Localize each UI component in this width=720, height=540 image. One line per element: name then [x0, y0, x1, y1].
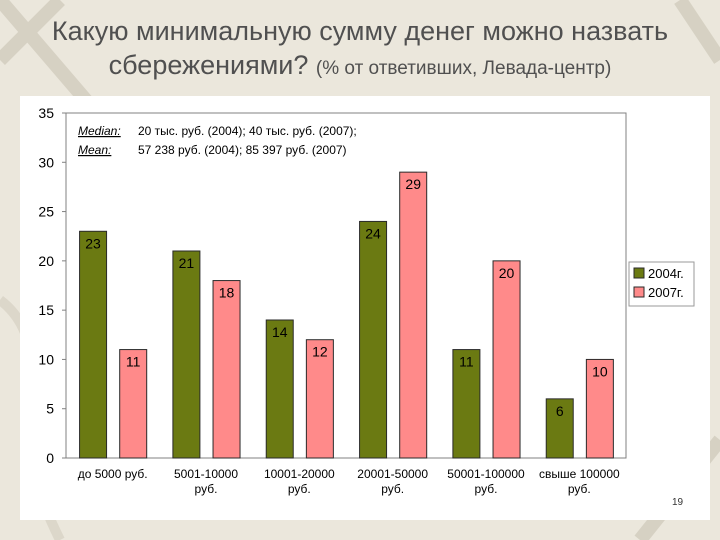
plot-area [65, 112, 627, 459]
x-tick-label: руб. [195, 482, 218, 496]
y-tick-label: 5 [46, 401, 54, 417]
bars-layer: 23 11 21 18 14 12 24 29 11 20 6 10 [79, 171, 614, 459]
data-label: 14 [272, 324, 288, 340]
x-tick-label: руб. [288, 482, 311, 496]
bar-2007г-1 [119, 349, 148, 459]
legend-swatch [633, 267, 645, 279]
data-label: 18 [219, 285, 235, 301]
title-question: сбережениями? [108, 50, 309, 80]
title-line-1: Какую минимальную сумму денег можно назв… [51, 16, 669, 46]
x-tick-label: руб. [381, 482, 404, 496]
x-tick-label: 20001-50000 [357, 467, 428, 481]
y-tick-label: 20 [38, 253, 54, 269]
data-label: 10 [592, 363, 608, 379]
annotation-box: Median: 20 тыс. руб. (2004); 40 тыс. руб… [78, 124, 357, 157]
data-label: 6 [556, 403, 564, 419]
x-tick-label: руб. [475, 482, 498, 496]
bar-2007г-3 [305, 339, 334, 459]
bar-2007г-2 [212, 280, 241, 459]
x-tick-label: до 5000 руб. [78, 467, 148, 481]
x-tick-label: 50001-100000 [447, 467, 525, 481]
x-tick-label: руб. [568, 482, 591, 496]
bar-2007г-6 [585, 358, 614, 459]
annotation-median-text: 20 тыс. руб. (2004); 40 тыс. руб. (2007)… [138, 124, 357, 138]
legend: 2004г. 2007г. [628, 261, 695, 307]
data-label: 12 [312, 344, 328, 360]
annotation-median-label: Median: [78, 124, 121, 138]
bar-2004г-3 [265, 319, 294, 459]
bar-2004г-4 [359, 220, 388, 459]
x-tick-label: 5001-10000 [174, 467, 238, 481]
annotation-mean-text: 57 238 руб. (2004); 85 397 руб. (2007) [138, 143, 347, 157]
bar-2007г-4 [399, 171, 428, 459]
y-tick-label: 35 [38, 105, 54, 121]
y-tick-label: 30 [38, 154, 54, 170]
data-label: 20 [499, 265, 515, 281]
y-tick-label: 15 [38, 302, 54, 318]
bar-2004г-1 [79, 230, 108, 459]
legend-label: 2004г. [648, 266, 684, 281]
data-label: 11 [126, 354, 141, 370]
data-label: 24 [365, 225, 381, 241]
y-axis: 0 5 10 15 20 25 30 35 [38, 105, 66, 466]
slide-title: Какую минимальную сумму денег можно назв… [0, 14, 720, 86]
title-line-2: сбережениями? (% от ответивших, Левада-ц… [0, 48, 720, 86]
bar-2004г-5 [452, 349, 481, 459]
y-tick-label: 0 [46, 450, 54, 466]
bar-2004г-2 [172, 250, 201, 459]
x-tick-label: свыше 100000 [539, 467, 620, 481]
data-label: 21 [179, 255, 195, 271]
slide-number: 19 [672, 497, 684, 508]
legend-label: 2007г. [648, 285, 684, 300]
bar-2004г-6 [545, 398, 574, 459]
title-source: (% от ответивших, Левада-центр) [315, 58, 612, 79]
y-tick-label: 10 [38, 351, 54, 367]
x-tick-label: 10001-20000 [264, 467, 335, 481]
x-axis: до 5000 руб. 5001-10000руб.10001-20000руб… [78, 467, 620, 496]
y-tick-label: 25 [38, 204, 54, 220]
annotation-mean-label: Mean: [78, 143, 111, 157]
data-label: 11 [459, 354, 474, 370]
bar-2007г-5 [492, 260, 521, 459]
data-label: 23 [85, 235, 101, 251]
data-label: 29 [405, 176, 421, 192]
legend-swatch [633, 286, 645, 298]
